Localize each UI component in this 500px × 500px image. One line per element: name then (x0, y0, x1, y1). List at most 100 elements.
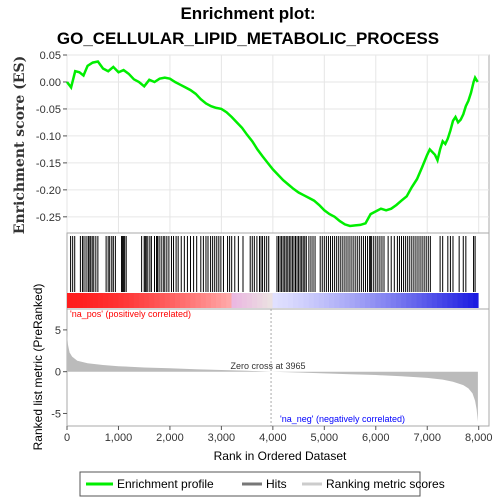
legend: Enrichment profile Hits Ranking metric s… (79, 471, 445, 497)
color-bar-segment (421, 293, 428, 308)
rank-y-tick-label: 5 (55, 325, 61, 337)
color-bar-segment (164, 293, 171, 308)
color-bar-segment (365, 293, 371, 308)
color-bar-segment (416, 293, 423, 308)
color-bar-segment (411, 293, 417, 308)
color-bar-segment (72, 293, 78, 308)
es-y-tick-label: 0.05 (40, 50, 61, 62)
es-y-tick-label: 0.00 (40, 77, 61, 89)
color-bar-segment (67, 293, 73, 308)
color-bar-segment (123, 293, 130, 308)
color-bar-segment (97, 293, 104, 308)
color-bar-segment (133, 293, 140, 308)
color-bar-segment (216, 293, 222, 308)
x-tick-label: 2,000 (156, 432, 184, 444)
color-bar-segment (113, 293, 119, 308)
color-bar-segment (180, 293, 186, 308)
es-y-tick-label: -0.20 (36, 185, 61, 197)
es-y-ticks: 0.05 0.00 -0.05 -0.10 -0.15 -0.20 -0.25 (36, 50, 67, 224)
color-bar-segment (210, 293, 217, 308)
color-bar-segment (467, 293, 474, 308)
color-bar-segment (282, 293, 289, 308)
x-tick-label: 6,000 (362, 432, 390, 444)
color-bar-segment (272, 293, 279, 308)
chart-title-line2: GO_CELLULAR_LIPID_METABOLIC_PROCESS (57, 29, 439, 48)
es-y-tick-label: -0.05 (36, 104, 61, 116)
color-bar-segment (473, 293, 479, 308)
color-bar-segment (447, 293, 453, 308)
legend-ranking-metric-scores: Ranking metric scores (326, 477, 445, 491)
x-tick-label: 1,000 (105, 432, 133, 444)
color-bar-segment (298, 293, 304, 308)
es-y-tick-label: -0.10 (36, 131, 61, 143)
rank-y-tick-label: 0 (55, 367, 61, 379)
x-tick-label: 5,000 (311, 432, 339, 444)
color-bar-segment (144, 293, 150, 308)
color-bar-segment (375, 293, 381, 308)
color-bar-segment (159, 293, 166, 308)
color-bar-segment (308, 293, 315, 308)
rank-y-tick-label: -5 (51, 408, 61, 420)
rank-y-ticks: 5 0 -5 (51, 325, 67, 420)
color-bar-segment (318, 293, 325, 308)
color-bar-segment (118, 293, 124, 308)
pos-correlated-label: 'na_pos' (positively correlated) (70, 309, 191, 319)
color-bar-segment (252, 293, 258, 308)
color-bar-segment (370, 293, 376, 308)
color-bar-segment (380, 293, 387, 308)
x-tick-label: 3,000 (208, 432, 236, 444)
color-bar-segment (226, 293, 232, 308)
color-bar-segment (267, 293, 273, 308)
es-y-axis-label: Enrichment score (ES) (12, 56, 28, 234)
chart-title-line1: Enrichment plot: (180, 4, 315, 23)
color-bar-segment (437, 293, 443, 308)
color-bar-segment (359, 293, 366, 308)
color-bar-segment (349, 293, 356, 308)
color-bar-segment (174, 293, 181, 308)
color-bar-segment (195, 293, 202, 308)
color-bar-segment (431, 293, 438, 308)
hit-marks (70, 236, 476, 292)
color-bar-segment (205, 293, 212, 308)
x-axis-label: Rank in Ordered Dataset (214, 449, 347, 463)
color-bar-segment (395, 293, 402, 308)
color-bar-segment (323, 293, 330, 308)
color-bar-segment (385, 293, 392, 308)
enrichment-score-panel: 0.05 0.00 -0.05 -0.10 -0.15 -0.20 -0.25 Enrich… (12, 50, 490, 234)
x-tick-label: 0 (64, 432, 70, 444)
color-bar-segment (102, 293, 109, 308)
color-bar-segment (457, 293, 464, 308)
color-bar-segment (390, 293, 397, 308)
color-bar-segment (169, 293, 176, 308)
es-y-tick-label: -0.25 (36, 212, 61, 224)
color-bar-segment (154, 293, 160, 308)
rank-y-axis-label: Ranked list metric (PreRanked) (31, 284, 45, 451)
x-tick-label: 7,000 (413, 432, 441, 444)
color-bar-segment (334, 293, 340, 308)
ranking-metric-panel: 50-5 Zero cross at 3965 'na_pos' (positi… (31, 284, 490, 451)
color-bar-segment (354, 293, 361, 308)
neg-correlated-label: 'na_neg' (negatively correlated) (280, 414, 405, 424)
color-bar-segment (87, 293, 94, 308)
color-bar-segment (277, 293, 284, 308)
color-bar-segment (92, 293, 99, 308)
color-bar-segment (185, 293, 191, 308)
color-bar-segment (401, 293, 407, 308)
x-tick-label: 4,000 (259, 432, 287, 444)
color-bar-segment (77, 293, 83, 308)
legend-enrichment-profile: Enrichment profile (117, 477, 214, 491)
color-bar-segment (190, 293, 196, 308)
rank-color-bar (67, 293, 479, 308)
color-bar-segment (257, 293, 263, 308)
color-bar-segment (339, 293, 345, 308)
legend-hits: Hits (266, 477, 287, 491)
color-bar-segment (452, 293, 459, 308)
color-bar-segment (313, 293, 320, 308)
color-bar-segment (108, 293, 114, 308)
color-bar-segment (442, 293, 448, 308)
color-bar-segment (241, 293, 248, 308)
color-bar-segment (246, 293, 253, 308)
color-bar-segment (82, 293, 88, 308)
color-bar-segment (262, 293, 268, 308)
es-y-tick-label: -0.15 (36, 158, 61, 170)
